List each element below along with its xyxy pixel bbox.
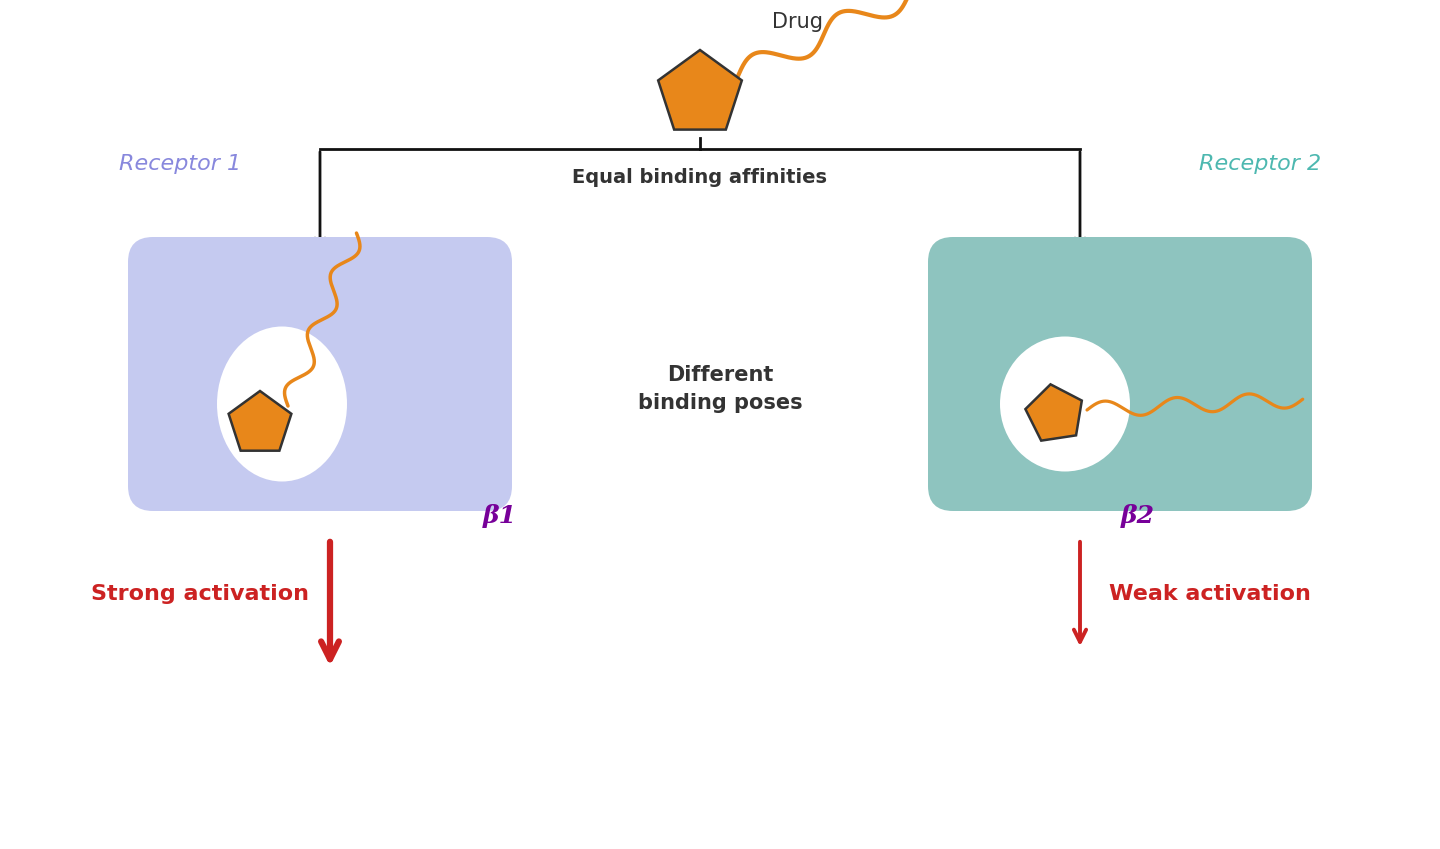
- Text: Drug: Drug: [772, 12, 824, 32]
- Polygon shape: [229, 391, 291, 451]
- Polygon shape: [658, 50, 742, 130]
- Text: Different
binding poses: Different binding poses: [638, 365, 802, 413]
- Text: Strong activation: Strong activation: [91, 584, 310, 604]
- Text: Equal binding affinities: Equal binding affinities: [573, 167, 828, 187]
- FancyBboxPatch shape: [128, 237, 513, 511]
- FancyBboxPatch shape: [927, 237, 1312, 511]
- FancyBboxPatch shape: [145, 254, 495, 494]
- Text: Receptor 1: Receptor 1: [120, 154, 240, 174]
- Text: Weak activation: Weak activation: [1109, 584, 1310, 604]
- Polygon shape: [1025, 385, 1081, 441]
- Text: Receptor 2: Receptor 2: [1200, 154, 1320, 174]
- FancyBboxPatch shape: [945, 254, 1295, 494]
- Text: β1: β1: [482, 504, 517, 528]
- Text: β2: β2: [1120, 504, 1155, 528]
- Ellipse shape: [217, 327, 347, 481]
- Ellipse shape: [999, 336, 1130, 471]
